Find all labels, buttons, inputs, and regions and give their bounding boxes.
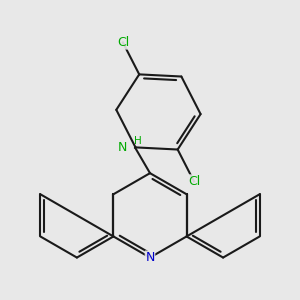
Text: Cl: Cl	[117, 36, 129, 49]
Text: Cl: Cl	[188, 175, 200, 188]
Text: N: N	[118, 141, 127, 154]
Text: H: H	[134, 136, 141, 146]
Text: N: N	[145, 251, 155, 264]
